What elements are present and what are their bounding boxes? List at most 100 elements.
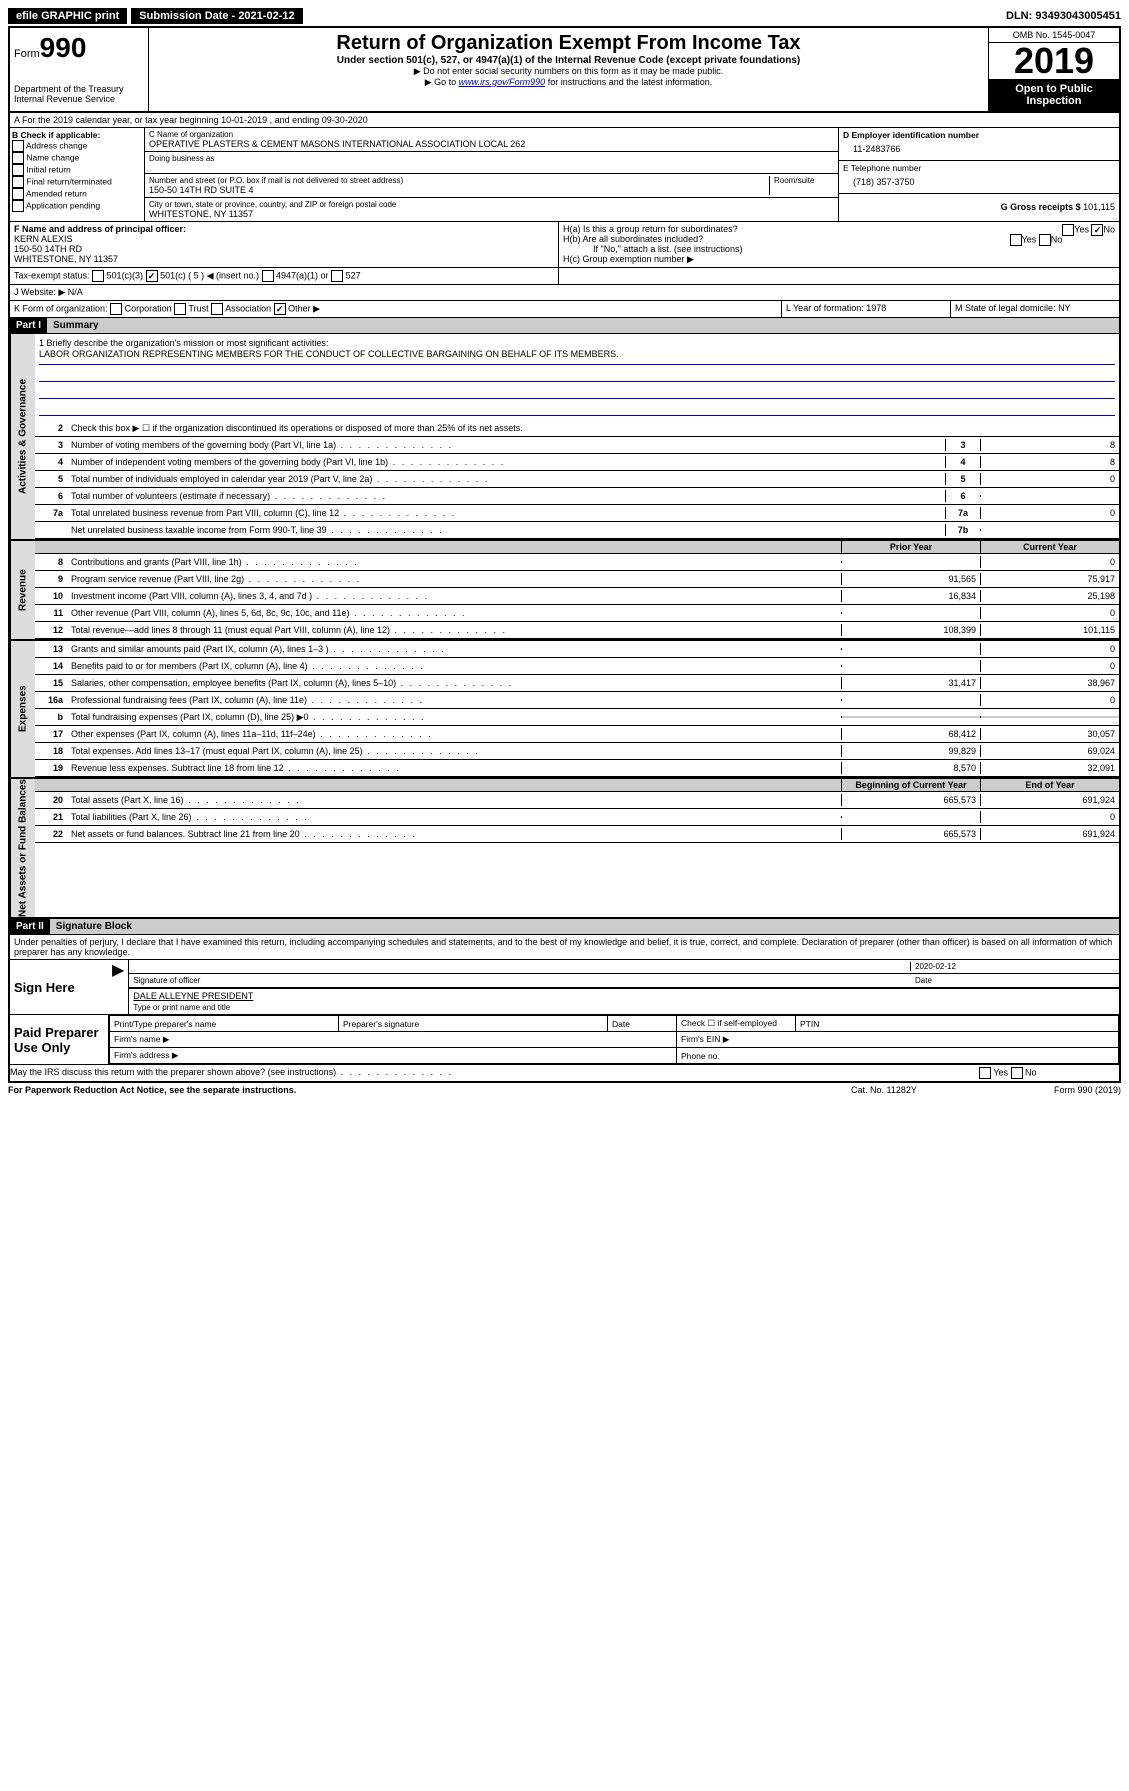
table-row: 12Total revenue—add lines 8 through 11 (… — [35, 622, 1119, 639]
prep-date-header: Date — [608, 1016, 677, 1032]
efile-btn[interactable]: efile GRAPHIC print — [8, 8, 127, 24]
discuss-yes-checkbox[interactable] — [979, 1067, 991, 1079]
print-name-label: Type or print name and title — [129, 1003, 1119, 1014]
checkbox-option[interactable]: Initial return — [12, 164, 142, 176]
note-goto-pre: ▶ Go to — [425, 77, 459, 87]
tax-year-period: A For the 2019 calendar year, or tax yea… — [10, 113, 1119, 128]
domicile-state: NY — [1058, 303, 1071, 313]
submission-btn[interactable]: Submission Date - 2021-02-12 — [131, 8, 302, 24]
org-name: OPERATIVE PLASTERS & CEMENT MASONS INTER… — [149, 139, 834, 149]
room-label: Room/suite — [770, 176, 834, 195]
form-org-label: K Form of organization: — [14, 303, 108, 313]
table-row: Net unrelated business taxable income fr… — [35, 522, 1119, 539]
cat-number: Cat. No. 11282Y — [851, 1085, 1001, 1095]
checkbox-option[interactable]: Application pending — [12, 200, 142, 212]
table-row: 17Other expenses (Part IX, column (A), l… — [35, 726, 1119, 743]
corp-checkbox[interactable] — [110, 303, 122, 315]
tax-exempt-label: Tax-exempt status: — [14, 270, 90, 280]
ha-no-checkbox[interactable] — [1091, 224, 1103, 236]
entity-info: B Check if applicable: Address change Na… — [10, 128, 1119, 222]
section-b-label: B Check if applicable: — [12, 130, 142, 140]
sign-date: 2020-02-12 — [910, 962, 1115, 971]
table-row: 21Total liabilities (Part X, line 26)0 — [35, 809, 1119, 826]
city-state-zip: WHITESTONE, NY 11357 — [149, 209, 834, 219]
form-container: Form990 Department of the Treasury Inter… — [8, 26, 1121, 1083]
firm-name-label: Firm's name ▶ — [110, 1032, 677, 1048]
revenue-label: Revenue — [10, 541, 35, 639]
table-row: 19Revenue less expenses. Subtract line 1… — [35, 760, 1119, 777]
city-label: City or town, state or province, country… — [149, 200, 834, 209]
officer-name: KERN ALEXIS — [14, 234, 554, 244]
ein-value: 11-2483766 — [843, 140, 1115, 158]
receipts-label: G Gross receipts $ — [1001, 202, 1081, 212]
ha-yes-checkbox[interactable] — [1062, 224, 1074, 236]
table-row: 18Total expenses. Add lines 13–17 (must … — [35, 743, 1119, 760]
4947-checkbox[interactable] — [262, 270, 274, 282]
other-checkbox[interactable] — [274, 303, 286, 315]
officer-printed-name: DALE ALLEYNE PRESIDENT — [129, 989, 1119, 1003]
part2-header: Part II — [10, 919, 50, 934]
receipts-value: 101,115 — [1083, 202, 1115, 212]
ha-label: H(a) Is this a group return for subordin… — [563, 224, 738, 234]
street-address: 150-50 14TH RD SUITE 4 — [149, 185, 765, 195]
paid-preparer-label: Paid Preparer Use Only — [10, 1015, 108, 1064]
website-row: J Website: ▶ N/A — [10, 285, 1119, 300]
table-row: bTotal fundraising expenses (Part IX, co… — [35, 709, 1119, 726]
end-year-header: End of Year — [980, 779, 1119, 791]
paperwork-notice: For Paperwork Reduction Act Notice, see … — [8, 1085, 851, 1095]
checkbox-option[interactable]: Amended return — [12, 188, 142, 200]
perjury-statement: Under penalties of perjury, I declare th… — [10, 935, 1119, 960]
trust-checkbox[interactable] — [174, 303, 186, 315]
table-row: 13Grants and similar amounts paid (Part … — [35, 641, 1119, 658]
firm-phone-label: Phone no. — [677, 1048, 1119, 1064]
form-header: Form990 Department of the Treasury Inter… — [10, 28, 1119, 113]
501c3-checkbox[interactable] — [92, 270, 104, 282]
prep-self-emp: Check ☐ if self-employed — [677, 1016, 796, 1032]
table-row: 10Investment income (Part VIII, column (… — [35, 588, 1119, 605]
sig-date-label: Date — [911, 976, 1115, 985]
irs-label: Internal Revenue Service — [14, 94, 144, 104]
table-row: 7aTotal unrelated business revenue from … — [35, 505, 1119, 522]
discuss-no-checkbox[interactable] — [1011, 1067, 1023, 1079]
year-formation: 1978 — [866, 303, 886, 313]
form-subtitle: Under section 501(c), 527, or 4947(a)(1)… — [153, 55, 984, 66]
part2-title: Signature Block — [50, 919, 1119, 934]
phone-label: E Telephone number — [843, 163, 1115, 173]
checkbox-option[interactable]: Name change — [12, 152, 142, 164]
domicile-label: M State of legal domicile: — [955, 303, 1056, 313]
table-row: 4Number of independent voting members of… — [35, 454, 1119, 471]
table-row: 9Program service revenue (Part VIII, lin… — [35, 571, 1119, 588]
527-checkbox[interactable] — [331, 270, 343, 282]
checkbox-option[interactable]: Address change — [12, 140, 142, 152]
insert-no: ◀ (insert no.) — [207, 270, 259, 280]
table-row: 15Salaries, other compensation, employee… — [35, 675, 1119, 692]
table-row: 20Total assets (Part X, line 16)665,5736… — [35, 792, 1119, 809]
table-row: 14Benefits paid to or for members (Part … — [35, 658, 1119, 675]
part1-header: Part I — [10, 318, 47, 333]
note-goto-post: for instructions and the latest informat… — [545, 77, 712, 87]
table-row: 8Contributions and grants (Part VIII, li… — [35, 554, 1119, 571]
addr-label: Number and street (or P.O. box if mail i… — [149, 176, 765, 185]
hc-label: H(c) Group exemption number ▶ — [563, 254, 1115, 265]
dln: DLN: 93493043005451 — [1006, 10, 1121, 22]
prior-year-header: Prior Year — [841, 541, 980, 553]
checkbox-option[interactable]: Final return/terminated — [12, 176, 142, 188]
officer-addr1: 150-50 14TH RD — [14, 244, 554, 254]
open-public-badge: Open to Public Inspection — [989, 79, 1119, 111]
table-row: 22Net assets or fund balances. Subtract … — [35, 826, 1119, 843]
dept-label: Department of the Treasury — [14, 84, 144, 94]
form990-link[interactable]: www.irs.gov/Form990 — [459, 77, 546, 87]
table-row: 5Total number of individuals employed in… — [35, 471, 1119, 488]
prep-name-header: Print/Type preparer's name — [110, 1016, 339, 1032]
501c-checkbox[interactable] — [146, 270, 158, 282]
note-ssn: ▶ Do not enter social security numbers o… — [153, 66, 984, 77]
table-row: 3Number of voting members of the governi… — [35, 437, 1119, 454]
mission-label: 1 Briefly describe the organization's mi… — [39, 338, 1115, 348]
firm-addr-label: Firm's address ▶ — [110, 1048, 677, 1064]
phone-value: (718) 357-3750 — [843, 173, 1115, 191]
hb-yes-checkbox[interactable] — [1010, 234, 1022, 246]
ein-label: D Employer identification number — [843, 130, 1115, 140]
hb-no-checkbox[interactable] — [1039, 234, 1051, 246]
assoc-checkbox[interactable] — [211, 303, 223, 315]
discuss-question: May the IRS discuss this return with the… — [10, 1067, 979, 1079]
